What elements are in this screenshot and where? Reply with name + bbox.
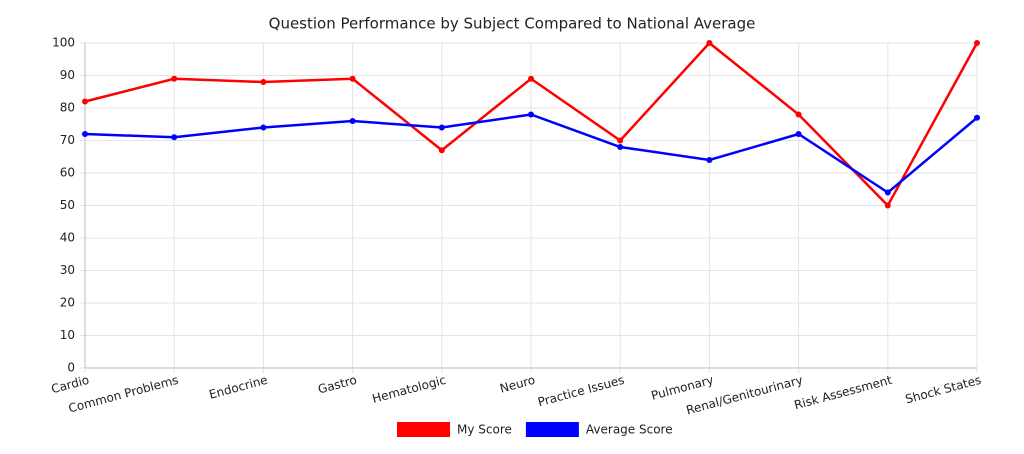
point [884,189,891,196]
x-tick-label: Cardio [50,373,91,397]
point [171,134,178,141]
x-tick-label: Shock States [904,373,983,407]
x-tick-label: Endocrine [208,373,270,402]
point [974,114,980,121]
y-tick-label: 50 [60,198,75,212]
x-tick-label: Gastro [316,373,358,397]
y-tick-label: 20 [60,296,75,310]
y-tick-label: 40 [60,231,75,245]
legend-swatch [397,422,450,437]
y-tick-label: 90 [60,68,75,82]
point [349,75,356,82]
point [617,144,624,150]
point [795,131,802,137]
point [438,147,445,154]
point [528,75,534,82]
point [171,75,178,82]
point [260,124,267,131]
legend-label: My Score [457,423,512,437]
y-tick-label: 10 [60,328,75,342]
point [528,111,534,118]
point [260,79,267,85]
y-tick-label: 100 [52,36,75,50]
legend-label: Average Score [586,423,673,437]
x-tick-label: Risk Assessment [793,373,894,413]
point [884,202,891,209]
point [82,98,88,105]
y-tick-label: 80 [60,101,75,115]
y-tick-label: 70 [60,133,75,147]
point [438,124,445,131]
chart-title: Question Performance by Subject Compared… [269,15,756,33]
y-tick-label: 60 [60,166,75,180]
point [82,131,88,137]
point [706,40,713,46]
point [349,118,356,124]
y-tick-label: 30 [60,263,75,277]
point [706,157,713,163]
point [974,40,980,46]
x-tick-label: Practice Issues [536,373,626,410]
x-tick-label: Neuro [498,373,536,396]
y-tick-label: 0 [67,361,75,375]
legend-swatch [525,422,579,437]
point [617,137,624,144]
x-tick-label: Hematologic [371,373,448,406]
point [795,111,802,118]
